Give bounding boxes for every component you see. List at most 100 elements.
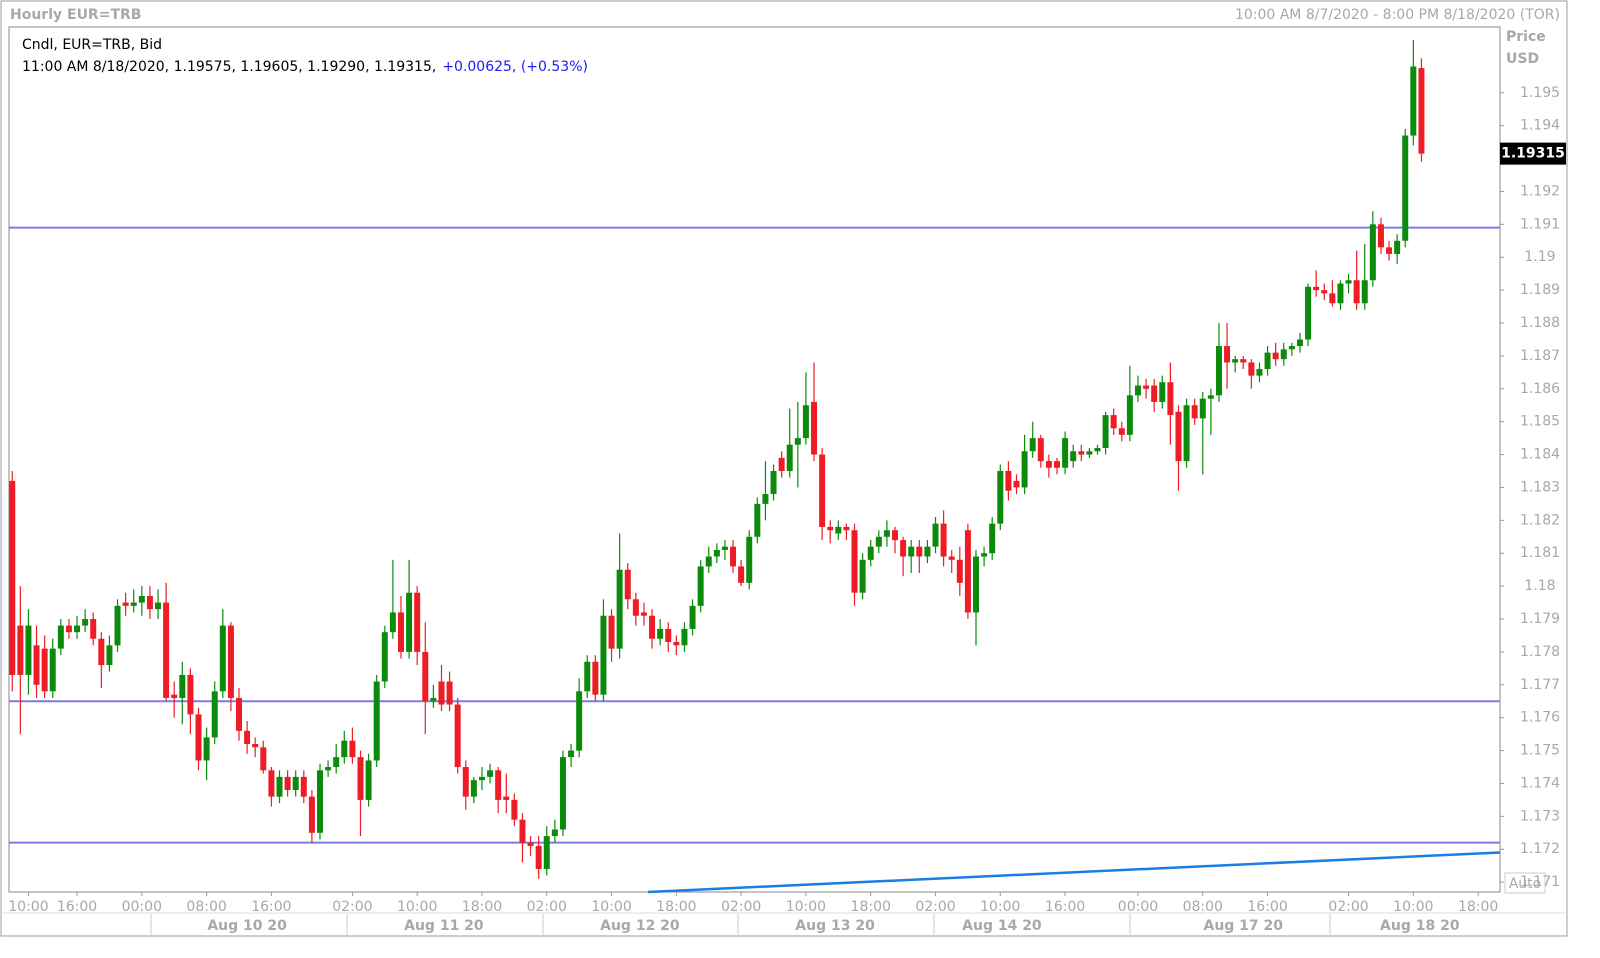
candle-body [179, 674, 186, 698]
candle-body [900, 540, 907, 557]
candle-body [940, 523, 947, 557]
candle-body [446, 681, 453, 705]
candle-body [1418, 68, 1425, 154]
candle-body [592, 661, 599, 695]
candle-body [559, 757, 566, 830]
y-axis-unit: USD [1506, 51, 1539, 67]
x-tick-label: 00:00 [122, 899, 162, 915]
y-tick-label: 1.181 [1520, 545, 1560, 561]
y-tick-label: 1.183 [1520, 479, 1560, 495]
candle-body [187, 674, 194, 715]
legend-change: +0.00625, (+0.53%) [442, 59, 588, 75]
candle-body [892, 530, 899, 541]
candle-body [754, 503, 761, 537]
y-tick-label: 1.174 [1520, 775, 1560, 791]
candle-body [138, 595, 145, 603]
candle-body [819, 454, 826, 527]
candle-body [1021, 451, 1028, 488]
candle-body [98, 638, 105, 666]
candle-body [640, 612, 647, 616]
y-tick-label: 1.176 [1520, 710, 1560, 726]
chart-title: Hourly EUR=TRB [10, 7, 141, 23]
candle-body [252, 743, 259, 748]
candle-body [746, 536, 753, 583]
candle-body [1167, 382, 1174, 416]
auto-button-label[interactable]: Auto [1509, 876, 1542, 892]
x-tick-label: 02:00 [915, 899, 955, 915]
y-tick-label: 1.182 [1520, 512, 1560, 528]
candle-body [438, 681, 445, 705]
candle-body [600, 615, 607, 695]
candle-body [1361, 280, 1368, 304]
candle-body [1005, 471, 1012, 491]
candle-body [543, 836, 550, 869]
candle-body [503, 796, 510, 800]
y-tick-label: 1.173 [1520, 808, 1560, 824]
candle-body [973, 556, 980, 613]
candle-body [1232, 359, 1239, 363]
candle-body [227, 625, 234, 698]
candle-body [762, 494, 769, 504]
candle-body [1377, 224, 1384, 248]
candle-body [811, 401, 818, 455]
candle-body [349, 740, 356, 758]
candle-body [90, 619, 97, 639]
y-tick-label: 1.187 [1520, 348, 1560, 364]
candle-body [1280, 349, 1287, 360]
candle-body [689, 605, 696, 629]
candle-body [835, 526, 842, 534]
candle-body [1224, 346, 1231, 363]
y-tick-label: 1.184 [1520, 447, 1560, 463]
x-tick-label: 10:00 [397, 899, 437, 915]
candle-body [924, 546, 931, 557]
x-tick-label: 16:00 [57, 899, 97, 915]
candle-body [1369, 224, 1376, 281]
x-tick-label: 18:00 [1458, 899, 1498, 915]
x-tick-label: 02:00 [332, 899, 372, 915]
candle-body [1053, 461, 1060, 468]
candle-body [843, 526, 850, 531]
candle-body [786, 444, 793, 472]
x-tick-label: 08:00 [186, 899, 226, 915]
candle-body [551, 829, 558, 837]
candle-body [721, 546, 728, 550]
candle-body [1013, 480, 1020, 488]
candle-body [1402, 135, 1409, 241]
candle-body [1062, 438, 1069, 468]
candle-body [956, 559, 963, 583]
candle-body [155, 602, 162, 610]
candle-body [1086, 451, 1093, 455]
candle-body [1329, 293, 1336, 304]
date-label: Aug 13 20 [795, 918, 875, 934]
candle-body [1045, 461, 1052, 468]
date-range: 10:00 AM 8/7/2020 - 8:00 PM 8/18/2020 (T… [1235, 7, 1560, 23]
candle-body [122, 602, 129, 606]
x-tick-label: 10:00 [591, 899, 631, 915]
y-tick-label: 1.175 [1520, 743, 1560, 759]
candle-body [1143, 385, 1150, 389]
x-tick-label: 16:00 [1045, 899, 1085, 915]
x-tick-label: 02:00 [721, 899, 761, 915]
candle-body [681, 628, 688, 646]
candle-body [859, 559, 866, 593]
candle-body [430, 697, 437, 702]
candle-body [146, 595, 153, 610]
candle-body [33, 645, 40, 685]
date-label: Aug 14 20 [962, 918, 1042, 934]
candle-body [519, 819, 526, 843]
candle-body [1126, 395, 1133, 435]
y-tick-label: 1.177 [1520, 677, 1560, 693]
y-tick-label: 1.191 [1520, 216, 1560, 232]
candle-body [1215, 346, 1222, 396]
auto-button[interactable] [1504, 872, 1546, 894]
legend-values: 11:00 AM 8/18/2020, 1.19575, 1.19605, 1.… [22, 59, 436, 75]
candle-body [487, 770, 494, 777]
candle-body [292, 776, 299, 791]
candle-body [883, 530, 890, 537]
candle-body [1305, 286, 1312, 340]
y-tick-label: 1.18 [1524, 578, 1555, 594]
candle-body [163, 602, 170, 698]
x-tick-label: 16:00 [1247, 899, 1287, 915]
y-tick-label: 1.171 [1520, 874, 1560, 890]
candle-body [422, 651, 429, 702]
